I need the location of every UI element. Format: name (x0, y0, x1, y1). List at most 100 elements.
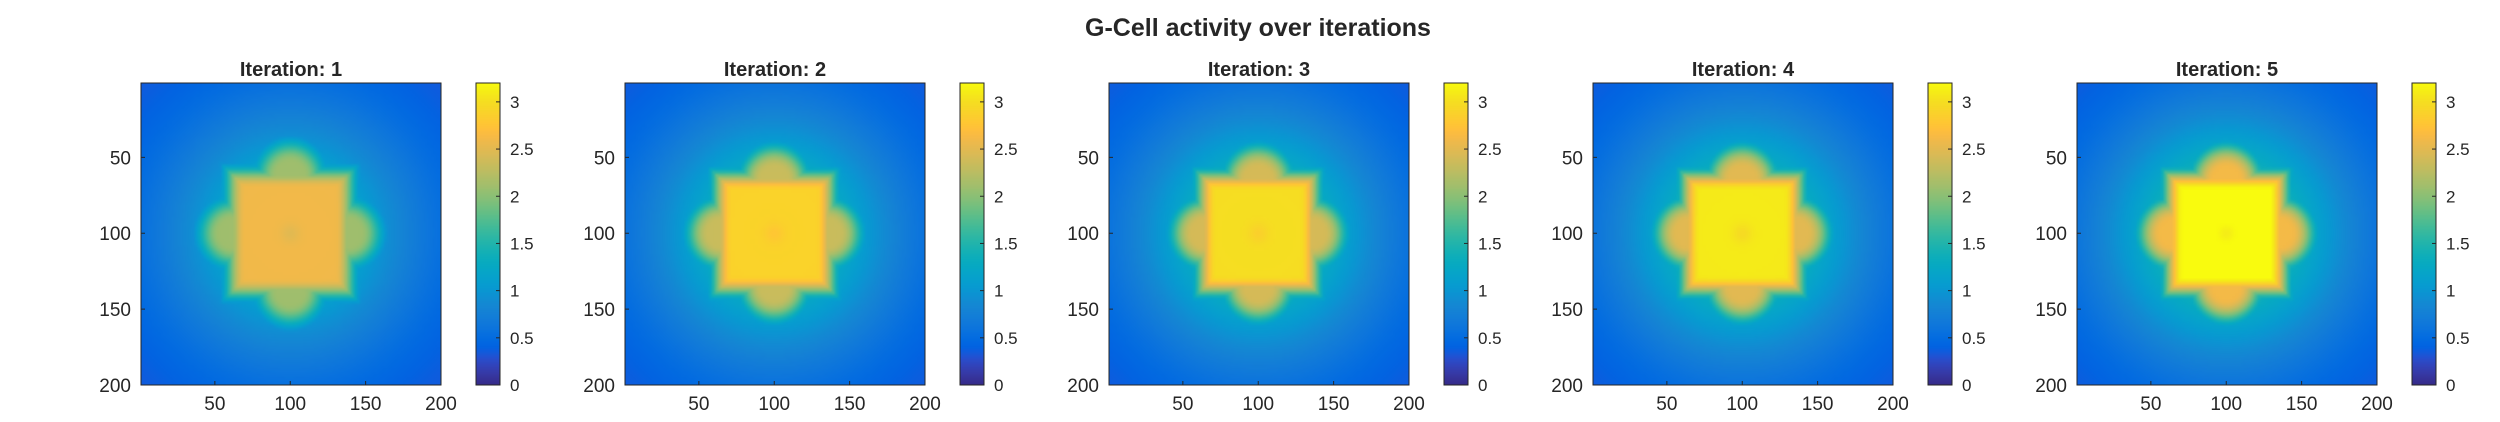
x-tick-label: 100 (1242, 394, 1274, 415)
colorbar-tick-label: 1.5 (510, 234, 534, 253)
panel-2: Iteration: 2 50 100 150 200 50 100 150 200 0 0.5 1 1… (583, 59, 1017, 415)
axes-frame (2076, 82, 2378, 386)
panel-title: Iteration: 1 (240, 59, 342, 81)
colorbar-tick-label: 2.5 (1962, 140, 1986, 159)
colorbar (2412, 83, 2436, 385)
x-tick-label: 150 (834, 394, 866, 415)
panel-1: Iteration: 1 50 100 150 200 50 100 150 200 0 0.5 1 1… (99, 59, 533, 415)
colorbar-tick-label: 2.5 (994, 140, 1018, 159)
colorbar (1444, 83, 1468, 385)
colorbar-frame (1443, 82, 1469, 386)
colorbar-tick-label: 2 (1478, 187, 1487, 206)
axes-frame (1108, 82, 1410, 386)
panel-title: Iteration: 2 (724, 59, 826, 81)
colorbar-frame (2411, 82, 2437, 386)
x-tick-label: 200 (2361, 394, 2393, 415)
panel-title: Iteration: 4 (1692, 59, 1795, 81)
colorbar-tick-label: 0 (1962, 376, 1971, 395)
x-tick-label: 150 (1318, 394, 1350, 415)
colorbar-tick-label: 3 (1478, 93, 1487, 112)
axes-frame (1592, 82, 1894, 386)
colorbar-tick-label: 2 (1962, 187, 1971, 206)
colorbar-tick-label: 0 (2446, 376, 2455, 395)
colorbar-frame (959, 82, 985, 386)
x-tick-label: 200 (909, 394, 941, 415)
colorbar-tick-label: 3 (2446, 93, 2455, 112)
y-tick-label: 150 (1067, 300, 1099, 321)
panel-title: Iteration: 3 (1208, 59, 1310, 81)
heatmap-image (1109, 83, 1409, 385)
y-tick-label: 100 (2035, 224, 2067, 245)
colorbar-tick-label: 1.5 (2446, 234, 2470, 253)
heatmap-image (1593, 83, 1893, 385)
colorbar-tick-label: 2.5 (510, 140, 534, 159)
colorbar-tick-label: 1 (1478, 282, 1487, 301)
x-tick-label: 200 (425, 394, 457, 415)
y-tick-label: 200 (1067, 376, 1099, 397)
y-tick-label: 200 (99, 376, 131, 397)
y-tick-label: 150 (1551, 300, 1583, 321)
y-tick-label: 100 (99, 224, 131, 245)
panel-title: Iteration: 5 (2176, 59, 2278, 81)
figure-title: G-Cell activity over iterations (1085, 14, 1431, 42)
colorbar-tick-label: 2 (510, 187, 519, 206)
x-tick-label: 100 (1726, 394, 1758, 415)
colorbar-tick-label: 1.5 (994, 234, 1018, 253)
colorbar-tick-label: 1 (994, 282, 1003, 301)
y-tick-label: 50 (110, 148, 131, 169)
y-tick-label: 50 (594, 148, 615, 169)
colorbar-tick-label: 0.5 (510, 329, 534, 348)
y-tick-label: 50 (1562, 148, 1583, 169)
x-tick-label: 50 (1172, 394, 1193, 415)
panel-3: Iteration: 3 50 100 150 200 50 100 150 200 0 0.5 1 1… (1067, 59, 1501, 415)
colorbar-frame (475, 82, 501, 386)
colorbar-tick-label: 2 (994, 187, 1003, 206)
y-tick-label: 100 (1067, 224, 1099, 245)
colorbar (476, 83, 500, 385)
axes-frame (624, 82, 926, 386)
y-tick-label: 100 (583, 224, 615, 245)
colorbar-tick-label: 0.5 (1962, 329, 1986, 348)
colorbar-frame (1927, 82, 1953, 386)
colorbar-tick-label: 0.5 (2446, 329, 2470, 348)
y-tick-label: 200 (1551, 376, 1583, 397)
x-tick-label: 150 (350, 394, 382, 415)
x-tick-label: 200 (1877, 394, 1909, 415)
colorbar (1928, 83, 1952, 385)
colorbar-tick-label: 0.5 (994, 329, 1018, 348)
x-tick-label: 100 (758, 394, 790, 415)
y-tick-label: 150 (583, 300, 615, 321)
colorbar-tick-label: 2.5 (1478, 140, 1502, 159)
x-tick-label: 100 (2210, 394, 2242, 415)
colorbar-tick-label: 1.5 (1478, 234, 1502, 253)
colorbar-tick-label: 3 (1962, 93, 1971, 112)
y-tick-label: 100 (1551, 224, 1583, 245)
colorbar-tick-label: 3 (994, 93, 1003, 112)
panel-5: Iteration: 5 50 100 150 200 50 100 150 200 0 0.5 1 1… (2035, 59, 2469, 415)
y-tick-label: 200 (583, 376, 615, 397)
colorbar-tick-label: 1.5 (1962, 234, 1986, 253)
colorbar-tick-label: 2.5 (2446, 140, 2470, 159)
x-tick-label: 150 (1802, 394, 1834, 415)
colorbar-tick-label: 1 (2446, 282, 2455, 301)
heatmap-image (2077, 83, 2377, 385)
y-tick-label: 150 (2035, 300, 2067, 321)
colorbar-tick-label: 1 (1962, 282, 1971, 301)
colorbar-tick-label: 3 (510, 93, 519, 112)
y-tick-label: 200 (2035, 376, 2067, 397)
x-tick-label: 150 (2286, 394, 2318, 415)
colorbar-tick-label: 0 (510, 376, 519, 395)
panel-4: Iteration: 4 50 100 150 200 50 100 150 200 0 0.5 1 1… (1551, 59, 1985, 415)
x-tick-label: 50 (688, 394, 709, 415)
y-tick-label: 50 (2046, 148, 2067, 169)
colorbar (960, 83, 984, 385)
y-tick-label: 150 (99, 300, 131, 321)
colorbar-tick-label: 1 (510, 282, 519, 301)
colorbar-tick-label: 0 (994, 376, 1003, 395)
x-tick-label: 50 (1656, 394, 1677, 415)
x-tick-label: 50 (2140, 394, 2161, 415)
x-tick-label: 200 (1393, 394, 1425, 415)
colorbar-tick-label: 0.5 (1478, 329, 1502, 348)
heatmap-image (141, 83, 441, 385)
